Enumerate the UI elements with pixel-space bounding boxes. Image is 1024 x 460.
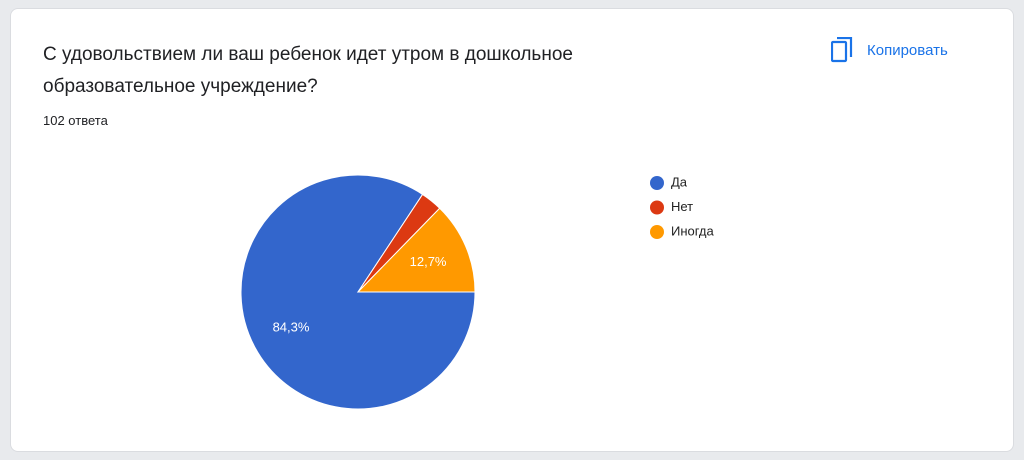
pie-slice <box>356 207 476 293</box>
legend-label: Да <box>671 174 688 189</box>
copy-button[interactable]: Копировать <box>831 37 948 63</box>
legend-marker <box>650 176 664 190</box>
legend-label: Иногда <box>671 223 714 238</box>
copy-label: Копировать <box>867 41 948 59</box>
legend-marker <box>650 200 664 215</box>
slice-label: 12,7% <box>410 254 447 269</box>
chart: 84,3% 12,7% Да Нет Иногда <box>240 174 714 410</box>
card: С удовольствием ли ваш ребенок идет утро… <box>10 8 1014 452</box>
copy-icon <box>831 37 853 63</box>
slice-label: 84,3% <box>273 319 310 334</box>
legend-marker <box>650 225 664 239</box>
question-title: С удовольствием ли ваш ребенок идет утро… <box>43 44 573 97</box>
legend-label: Нет <box>671 199 693 214</box>
response-count: 102 ответа <box>43 113 108 128</box>
